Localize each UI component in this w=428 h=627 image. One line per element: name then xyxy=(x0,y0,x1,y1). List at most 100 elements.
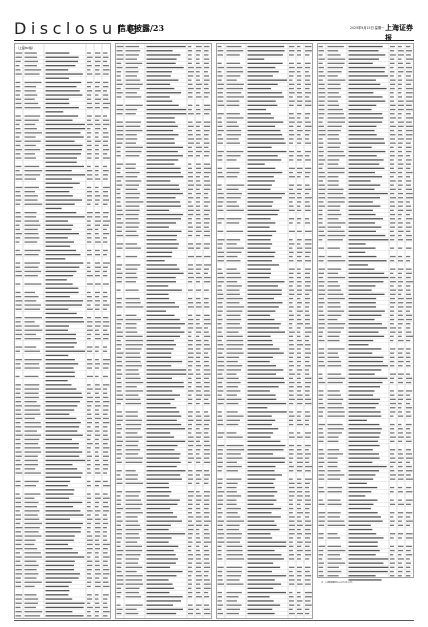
table-row xyxy=(317,449,414,453)
table-row xyxy=(14,539,111,543)
table-row xyxy=(317,58,414,62)
table-row xyxy=(216,155,313,159)
table-row xyxy=(317,209,414,213)
footnote: 注：上述数据截至2025年9月12日。 xyxy=(321,582,415,592)
table-row xyxy=(14,464,111,467)
masthead: Disclosure 信息披露/23 2025年9月15日 星期一 上海证券报 xyxy=(14,20,414,43)
table-row xyxy=(14,170,111,173)
table-row xyxy=(14,123,111,127)
table-row xyxy=(317,134,414,138)
table-row xyxy=(317,499,414,503)
table-row xyxy=(216,104,313,111)
table-row xyxy=(317,356,414,360)
table-row xyxy=(14,506,111,509)
table-row xyxy=(115,373,212,377)
table-row xyxy=(115,474,212,478)
table-row xyxy=(216,507,313,511)
table-row xyxy=(14,94,111,98)
table-row xyxy=(317,570,414,574)
table-row xyxy=(216,344,313,348)
table-row xyxy=(115,432,212,436)
table-grid xyxy=(115,43,212,619)
table-row xyxy=(317,260,414,266)
table-row xyxy=(14,560,111,564)
table-row xyxy=(317,352,414,356)
table-row xyxy=(14,455,111,459)
table-row xyxy=(115,201,212,205)
table-row xyxy=(216,159,313,165)
table-row xyxy=(216,83,313,87)
table-row xyxy=(216,520,313,524)
table-row xyxy=(115,302,212,306)
table-row xyxy=(216,209,313,216)
table-row xyxy=(115,297,212,301)
table-row xyxy=(14,564,111,568)
table-row xyxy=(14,611,111,614)
table-row xyxy=(317,113,414,117)
table-row xyxy=(14,388,111,392)
table-row xyxy=(14,90,111,94)
table-row xyxy=(216,583,313,589)
table-row xyxy=(216,285,313,289)
table-row xyxy=(14,413,111,417)
table-row xyxy=(216,306,313,310)
table-row xyxy=(115,591,212,595)
table-row xyxy=(317,474,414,478)
table-row xyxy=(14,275,111,281)
table-row xyxy=(216,528,313,532)
table-row xyxy=(317,104,414,108)
table-row xyxy=(317,520,414,524)
table-row xyxy=(115,142,212,146)
table-row xyxy=(115,478,212,482)
table-row xyxy=(14,510,111,514)
table-row xyxy=(317,222,414,226)
table-row xyxy=(216,444,313,448)
table-row xyxy=(115,197,212,201)
table-row xyxy=(216,524,313,528)
table-row xyxy=(115,411,212,415)
table-row xyxy=(115,402,212,409)
table-row xyxy=(14,552,111,556)
table-row xyxy=(216,255,313,259)
table-row xyxy=(317,415,414,421)
table-row xyxy=(317,390,414,394)
table-row xyxy=(216,432,313,436)
table-row xyxy=(14,548,111,551)
table-row xyxy=(115,50,212,54)
table-row xyxy=(216,251,313,255)
table-row xyxy=(216,134,313,138)
table-row xyxy=(115,575,212,579)
table-row xyxy=(216,549,313,553)
table-row xyxy=(14,73,111,79)
table-header: （上接B2版） xyxy=(16,45,35,50)
table-row xyxy=(115,184,212,188)
table-row xyxy=(317,558,414,562)
table-row xyxy=(14,417,111,421)
table-row xyxy=(216,470,313,476)
table-row xyxy=(317,66,414,70)
table-row xyxy=(216,197,313,201)
table-row xyxy=(115,512,212,516)
table-row xyxy=(317,171,414,175)
table-row xyxy=(317,155,414,159)
table-row xyxy=(317,234,414,238)
table-row xyxy=(14,531,111,535)
table-row xyxy=(14,438,111,442)
table-row xyxy=(317,125,414,129)
table-row xyxy=(14,144,111,148)
table-row xyxy=(317,432,414,436)
table-row xyxy=(115,612,212,616)
table-row xyxy=(115,499,212,503)
table-row xyxy=(317,302,414,306)
table-row xyxy=(14,329,111,333)
table-row xyxy=(115,155,212,161)
table-row xyxy=(216,327,313,331)
table-row xyxy=(115,470,212,474)
table-row xyxy=(317,192,414,196)
table-grid xyxy=(317,43,414,581)
table-row xyxy=(216,96,313,100)
table-row xyxy=(14,165,111,169)
table-row xyxy=(317,360,414,364)
table-row xyxy=(14,241,111,247)
table-row xyxy=(317,197,414,201)
